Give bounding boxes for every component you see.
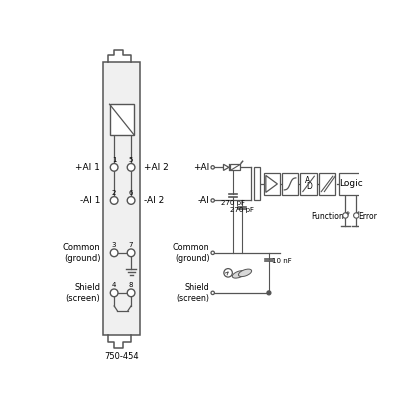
Text: Function: Function [311, 212, 344, 221]
Text: A: A [305, 176, 310, 185]
Bar [103, 62, 140, 335]
Circle shape [127, 164, 135, 171]
Bar [282, 173, 298, 195]
Circle shape [110, 197, 118, 204]
Circle shape [127, 197, 135, 204]
Circle shape [110, 289, 118, 297]
Text: 270 pF: 270 pF [221, 200, 245, 206]
Circle shape [211, 251, 214, 254]
Text: +AI: +AI [193, 163, 210, 172]
Circle shape [127, 289, 135, 297]
Bar [319, 173, 335, 195]
Text: Error: Error [358, 212, 377, 221]
Text: Common
(ground): Common (ground) [173, 243, 210, 262]
Bar [110, 104, 134, 135]
Text: 5: 5 [129, 157, 133, 163]
Bar [264, 173, 280, 195]
Circle shape [267, 291, 271, 295]
Text: 750-454: 750-454 [104, 352, 139, 361]
Text: 10 nF: 10 nF [272, 258, 292, 264]
Circle shape [211, 291, 214, 294]
Text: 3: 3 [112, 242, 116, 248]
Text: -AI 2: -AI 2 [144, 196, 164, 205]
Polygon shape [224, 164, 229, 170]
Circle shape [343, 213, 348, 218]
Bar [339, 173, 362, 195]
Circle shape [224, 269, 232, 277]
Text: Shield
(screen): Shield (screen) [66, 283, 100, 302]
Text: D: D [306, 182, 312, 192]
Circle shape [211, 166, 214, 169]
Circle shape [354, 213, 359, 218]
Bar [300, 173, 317, 195]
Text: 1: 1 [112, 157, 116, 163]
Bar [254, 167, 260, 200]
Circle shape [110, 164, 118, 171]
Text: Logic: Logic [339, 180, 362, 188]
Text: 7: 7 [129, 242, 133, 248]
Text: +AI 2: +AI 2 [144, 163, 169, 172]
Text: -AI: -AI [198, 196, 210, 205]
Circle shape [127, 249, 135, 257]
Ellipse shape [238, 269, 252, 276]
Text: 270 pF: 270 pF [230, 207, 254, 213]
Ellipse shape [232, 271, 246, 278]
Text: +AI 1: +AI 1 [76, 163, 100, 172]
Text: 8: 8 [129, 282, 133, 288]
Circle shape [211, 199, 214, 202]
Circle shape [110, 249, 118, 257]
Text: 2: 2 [112, 190, 116, 196]
Bar [230, 164, 240, 170]
Text: -AI 1: -AI 1 [80, 196, 100, 205]
Text: Shield
(screen): Shield (screen) [177, 283, 210, 302]
Text: 6: 6 [129, 190, 133, 196]
Text: 4: 4 [112, 282, 116, 288]
Polygon shape [266, 176, 277, 192]
Text: Common
(ground): Common (ground) [62, 243, 100, 262]
